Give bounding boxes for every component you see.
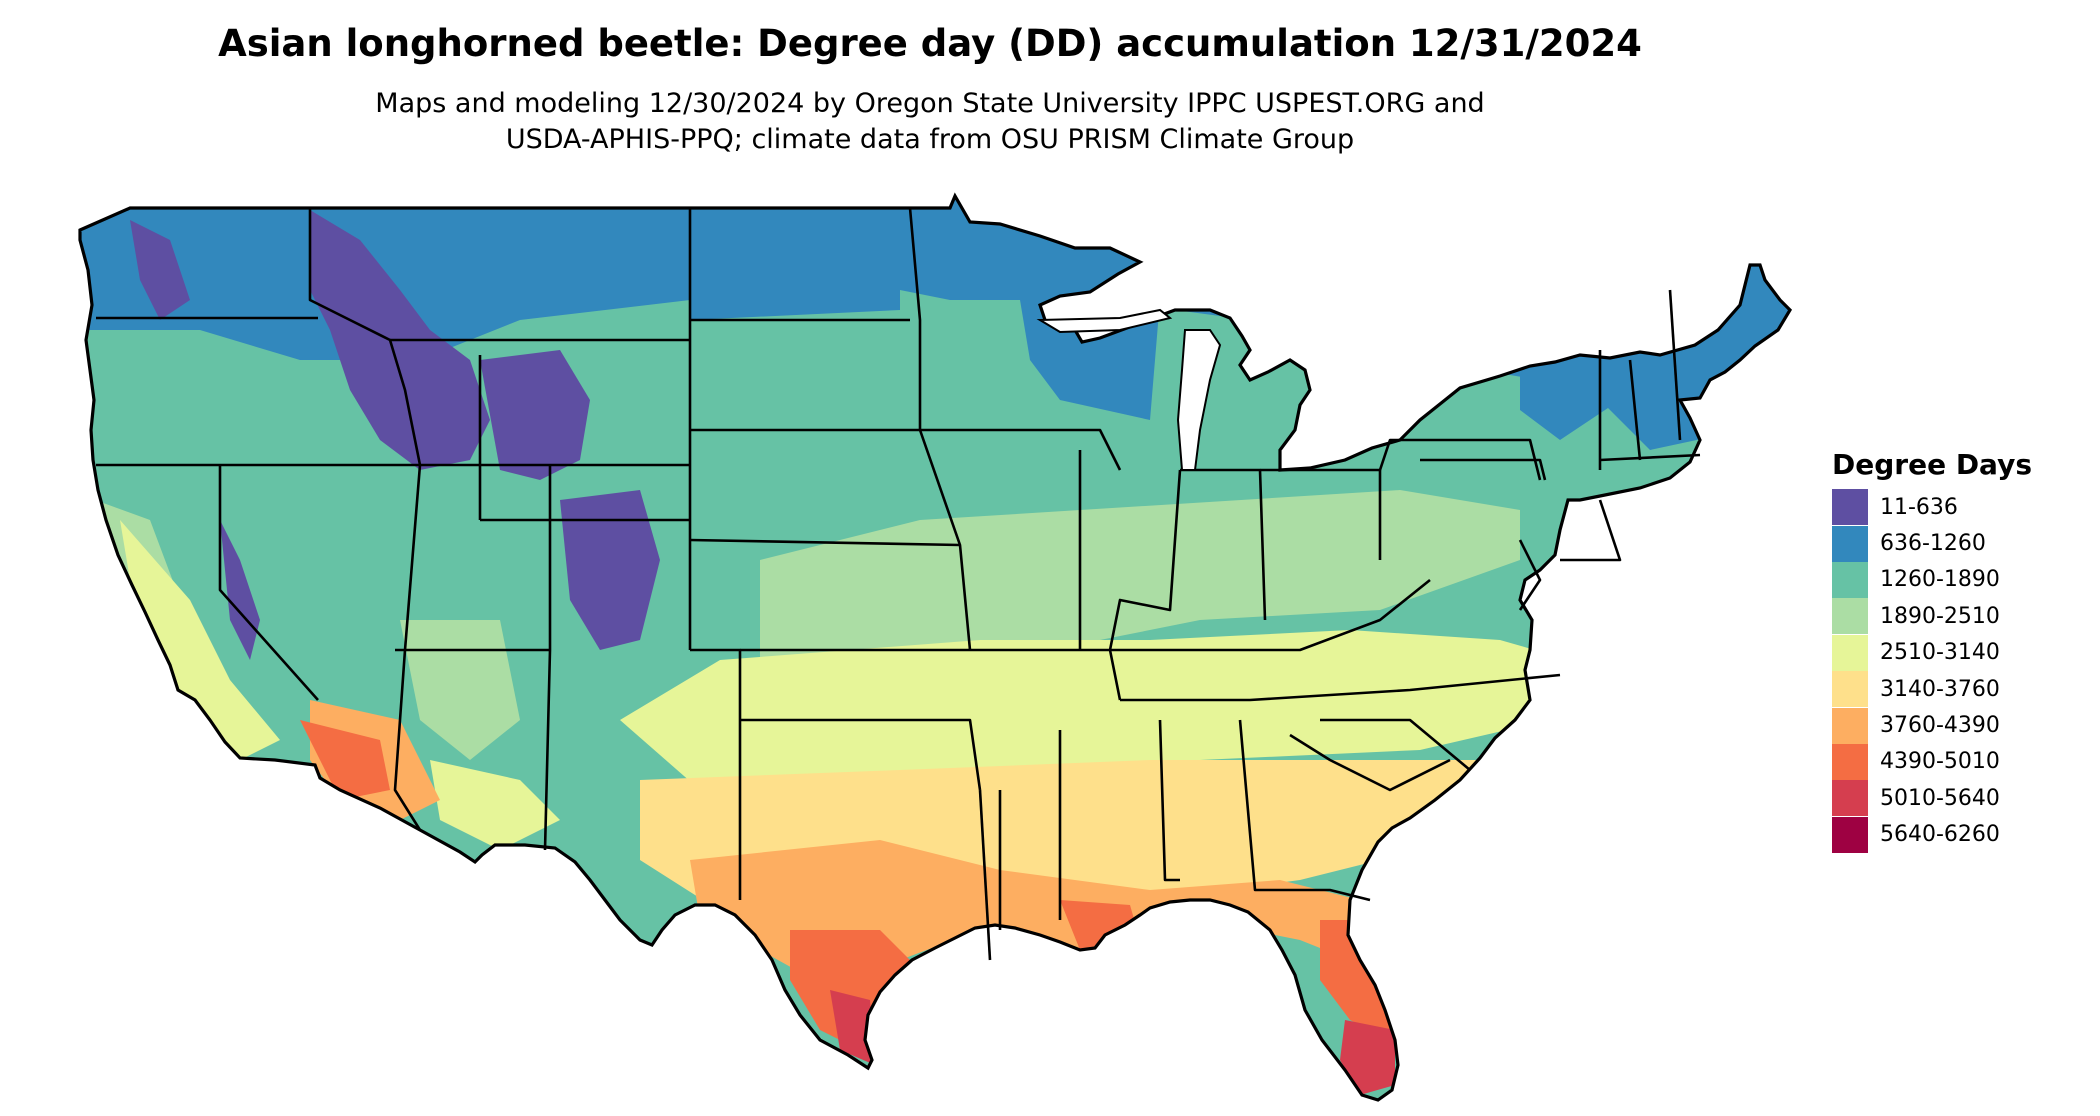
legend-label: 2510-3140 <box>1880 640 2000 666</box>
legend-swatch <box>1832 671 1868 708</box>
subtitle-line-2: USDA-APHIS-PPQ; climate data from OSU PR… <box>505 124 1355 155</box>
legend-swatch <box>1832 816 1868 853</box>
legend-label: 5010-5640 <box>1880 785 2000 811</box>
legend-swatch <box>1832 743 1868 780</box>
legend-item: 4390-5010 <box>1832 743 2032 780</box>
legend-label: 5640-6260 <box>1880 822 2000 848</box>
legend-label: 1890-2510 <box>1880 603 2000 629</box>
degree-day-map <box>78 194 1792 1102</box>
degree-day-raster <box>80 196 1790 1100</box>
legend-item: 11-636 <box>1832 489 2032 526</box>
legend-items: 11-636 636-1260 1260-1890 1890-2510 2510… <box>1832 489 2032 853</box>
legend-swatch <box>1832 525 1868 562</box>
legend-label: 3760-4390 <box>1880 713 2000 739</box>
legend-title: Degree Days <box>1832 448 2033 481</box>
subtitle-line-1: Maps and modeling 12/30/2024 by Oregon S… <box>375 88 1485 119</box>
legend-label: 4390-5010 <box>1880 749 2000 775</box>
map-title: Asian longhorned beetle: Degree day (DD)… <box>218 22 1642 65</box>
legend-item: 3140-3760 <box>1832 671 2032 708</box>
legend-swatch <box>1832 489 1868 526</box>
legend-swatch <box>1832 598 1868 635</box>
legend-swatch <box>1832 780 1868 817</box>
map-subtitle: Maps and modeling 12/30/2024 by Oregon S… <box>0 86 1860 158</box>
legend-swatch <box>1832 707 1868 744</box>
legend-item: 1260-1890 <box>1832 561 2032 598</box>
legend-item: 636-1260 <box>1832 525 2032 562</box>
legend-label: 11-636 <box>1880 494 1958 520</box>
legend-swatch <box>1832 634 1868 671</box>
legend-item: 1890-2510 <box>1832 598 2032 635</box>
legend: Degree Days 11-636 636-1260 1260-1890 18… <box>1832 448 2032 853</box>
legend-label: 1260-1890 <box>1880 567 2000 593</box>
legend-label: 3140-3760 <box>1880 676 2000 702</box>
legend-item: 2510-3140 <box>1832 634 2032 671</box>
legend-item: 3760-4390 <box>1832 707 2032 744</box>
legend-item: 5640-6260 <box>1832 816 2032 853</box>
state-boundaries <box>96 207 1701 961</box>
legend-item: 5010-5640 <box>1832 780 2032 817</box>
legend-swatch <box>1832 561 1868 598</box>
great-lakes <box>1036 308 1222 471</box>
legend-label: 636-1260 <box>1880 531 1986 557</box>
